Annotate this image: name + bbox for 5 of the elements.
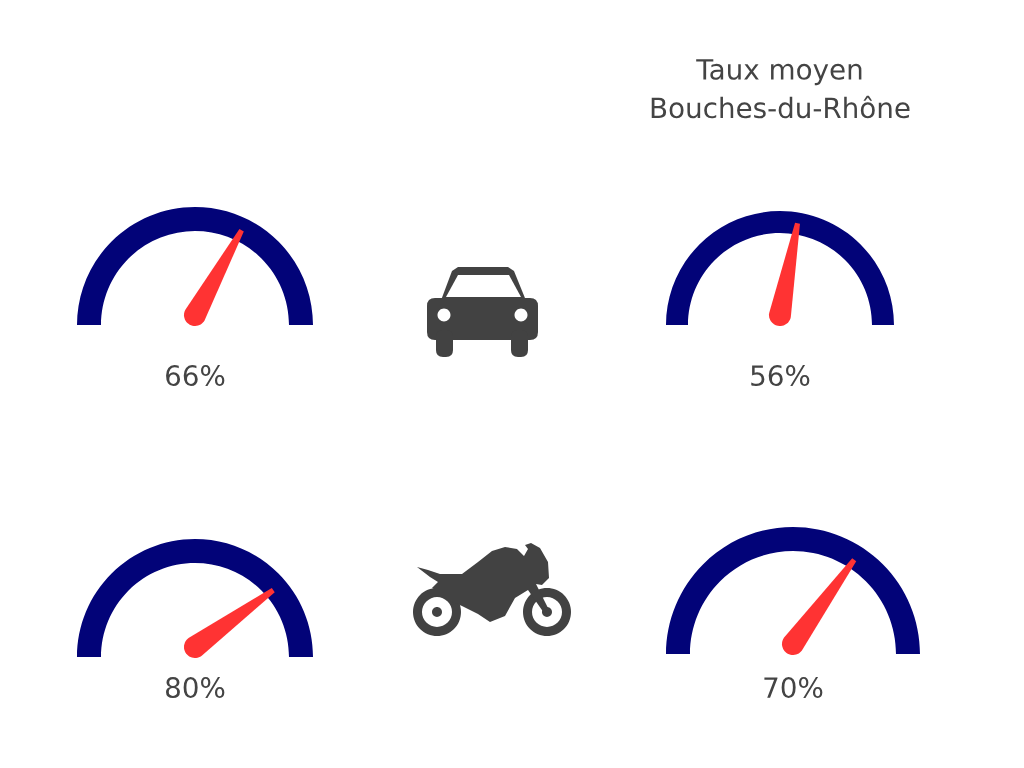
data-label: 66% bbox=[166, 365, 225, 387]
data-label: 70% bbox=[764, 677, 823, 699]
text: Taux moyen Bouches-du-Rhône bbox=[651, 59, 910, 119]
data-label: 80% bbox=[166, 677, 225, 699]
data-label: 56% bbox=[751, 365, 810, 387]
